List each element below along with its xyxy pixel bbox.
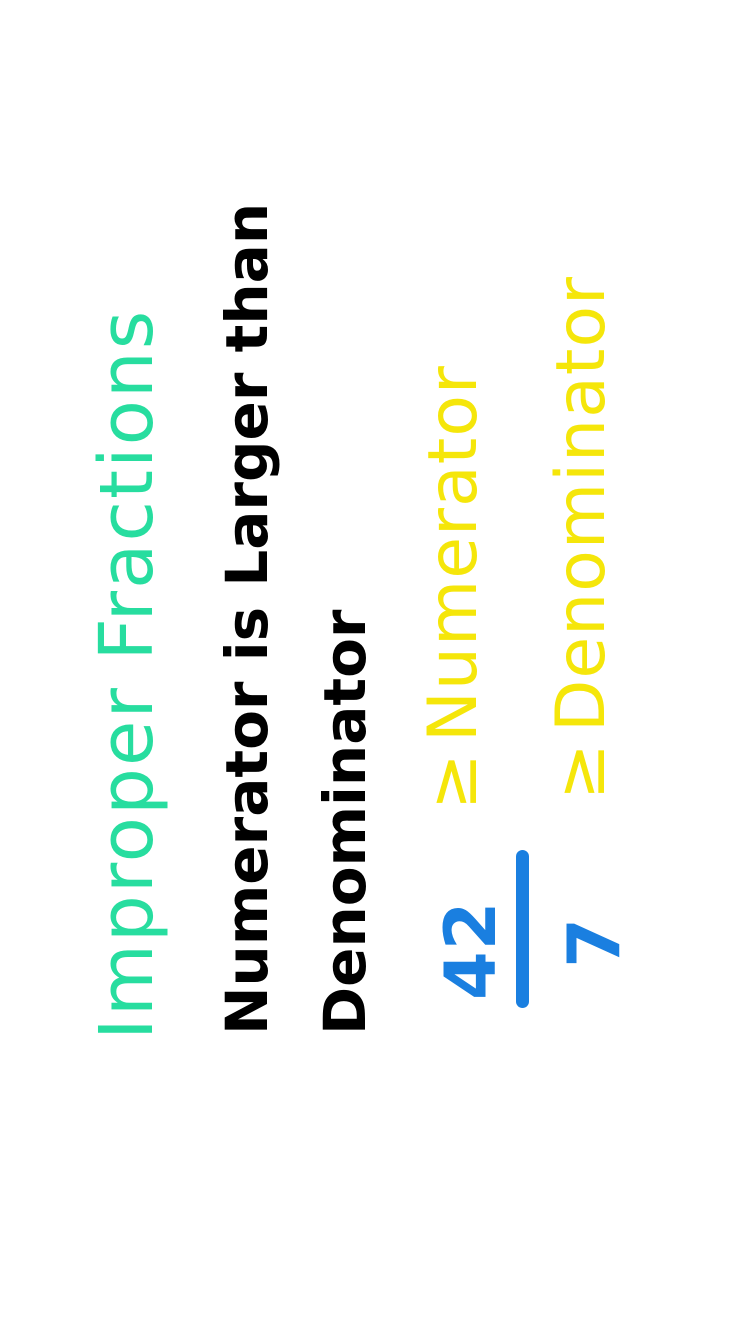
fraction-numerator: 42 [430, 900, 512, 1000]
definition-line-2: Denominator [311, 609, 379, 1035]
denominator-arrow-symbol: ≥ [542, 742, 621, 800]
numerator-label: Numerator [414, 365, 493, 743]
fraction-denominator: 7 [552, 916, 636, 968]
numerator-annotation: ≥ Numerator [414, 365, 493, 810]
definition-line-1: Numerator is Larger than [213, 202, 281, 1035]
page-title: Improper Fractions [84, 308, 170, 1040]
fraction-bar [516, 850, 529, 1008]
denominator-annotation: ≥ Denominator [542, 276, 621, 800]
numerator-arrow-symbol: ≥ [414, 752, 493, 810]
denominator-label: Denominator [542, 275, 621, 733]
